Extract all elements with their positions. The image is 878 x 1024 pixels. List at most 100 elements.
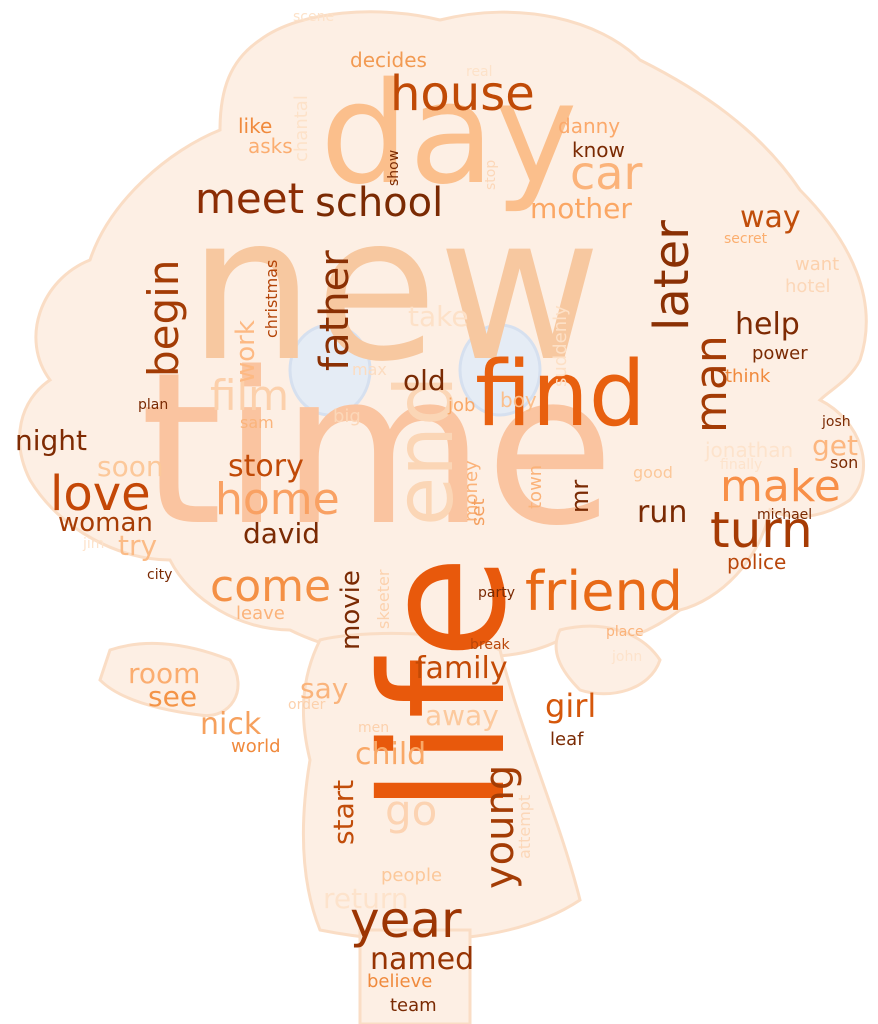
word-men: men <box>358 720 390 736</box>
word-skeeter: skeeter <box>374 569 393 629</box>
word-start: start <box>327 779 360 845</box>
word-leaf: leaf <box>550 729 584 750</box>
word-car: car <box>570 146 643 200</box>
word-max: max <box>352 360 387 379</box>
word-help: help <box>735 307 800 342</box>
word-team: team <box>390 995 437 1016</box>
word-think: think <box>725 366 771 387</box>
word-john: john <box>612 649 643 665</box>
word-movie: movie <box>336 570 366 650</box>
word-day: day <box>320 53 578 216</box>
word-michael: michael <box>757 507 813 523</box>
word-turn: turn <box>710 501 813 559</box>
word-finally: finally <box>720 457 763 473</box>
word-set: set <box>468 498 489 526</box>
word-night: night <box>15 424 88 457</box>
word-way: way <box>740 200 801 235</box>
word-leave: leave <box>236 603 285 624</box>
right-arm-shape <box>554 624 662 696</box>
word-away: away <box>425 699 499 732</box>
word-asks: asks <box>248 134 293 158</box>
word-go: go <box>385 786 438 835</box>
word-party: party <box>478 585 515 601</box>
word-secret: secret <box>724 231 768 247</box>
word-time: time <box>140 327 615 572</box>
word-house: house <box>390 66 535 122</box>
word-mother: mother <box>530 192 632 225</box>
word-david: david <box>243 517 321 550</box>
word-mr: mr <box>566 479 594 513</box>
word-boy: boy <box>500 388 537 412</box>
word-good: good <box>633 463 673 482</box>
word-order: order <box>288 697 326 713</box>
word-want: want <box>795 254 840 275</box>
word-work: work <box>231 320 261 383</box>
word-suddenly: suddenly <box>550 305 571 387</box>
body-shape <box>301 631 582 942</box>
word-named: named <box>370 942 475 977</box>
word-year: year <box>350 891 462 949</box>
word-meet: meet <box>195 174 305 223</box>
word-woman: woman <box>58 508 153 538</box>
word-story: story <box>228 449 304 484</box>
word-see: see <box>148 680 198 713</box>
word-take: take <box>408 300 469 333</box>
word-danny: danny <box>558 114 621 138</box>
word-film: film <box>210 371 290 420</box>
word-city: city <box>147 567 173 583</box>
word-jonathan: jonathan <box>705 438 794 462</box>
word-home: home <box>215 474 340 525</box>
word-scene: scene <box>293 9 335 25</box>
word-love: love <box>50 466 151 522</box>
word-believe: believe <box>367 971 433 992</box>
word-come: come <box>210 561 332 612</box>
word-job: job <box>448 395 476 416</box>
word-girl: girl <box>545 687 597 725</box>
word-place: place <box>606 624 644 640</box>
word-break: break <box>470 637 510 653</box>
word-town: town <box>525 464 546 509</box>
word-world: world <box>231 736 281 757</box>
word-young: young <box>477 764 523 889</box>
word-stop: stop <box>483 159 499 190</box>
word-make: make <box>720 461 841 512</box>
word-decides: decides <box>350 48 427 72</box>
word-son: son <box>830 453 859 472</box>
legs-shape <box>358 928 472 1024</box>
word-friend: friend <box>525 560 683 623</box>
word-chantal: chantal <box>291 95 312 162</box>
word-nick: nick <box>200 707 262 742</box>
word-get: get <box>812 429 858 462</box>
word-family: family <box>415 651 508 686</box>
word-sam: sam <box>240 413 274 432</box>
word-know: know <box>572 138 625 162</box>
word-real: real <box>466 64 493 80</box>
word-return: return <box>323 882 409 915</box>
word-old: old <box>403 364 446 397</box>
word-attempt: attempt <box>515 794 534 859</box>
word-begin: begin <box>139 259 188 377</box>
word-new: new <box>188 173 602 406</box>
word-try: try <box>118 529 158 562</box>
word-people: people <box>381 865 443 886</box>
word-police: police <box>727 550 787 574</box>
word-find: find <box>475 342 646 447</box>
word-power: power <box>752 343 808 364</box>
word-show: show <box>386 149 402 186</box>
word-father: father <box>312 250 358 371</box>
word-jim: jim <box>83 536 105 552</box>
word-later: later <box>644 220 700 331</box>
word-room: room <box>128 657 201 690</box>
word-say: say <box>300 672 349 705</box>
word-plan: plan <box>138 397 169 413</box>
word-soon: soon <box>97 450 164 483</box>
word-like: like <box>238 114 273 138</box>
word-josh: josh <box>822 414 851 430</box>
word-school: school <box>315 180 444 226</box>
word-christmas: christmas <box>262 259 281 338</box>
word-big: big <box>333 406 361 427</box>
left-arm-shape <box>98 641 240 718</box>
word-hotel: hotel <box>785 276 831 297</box>
